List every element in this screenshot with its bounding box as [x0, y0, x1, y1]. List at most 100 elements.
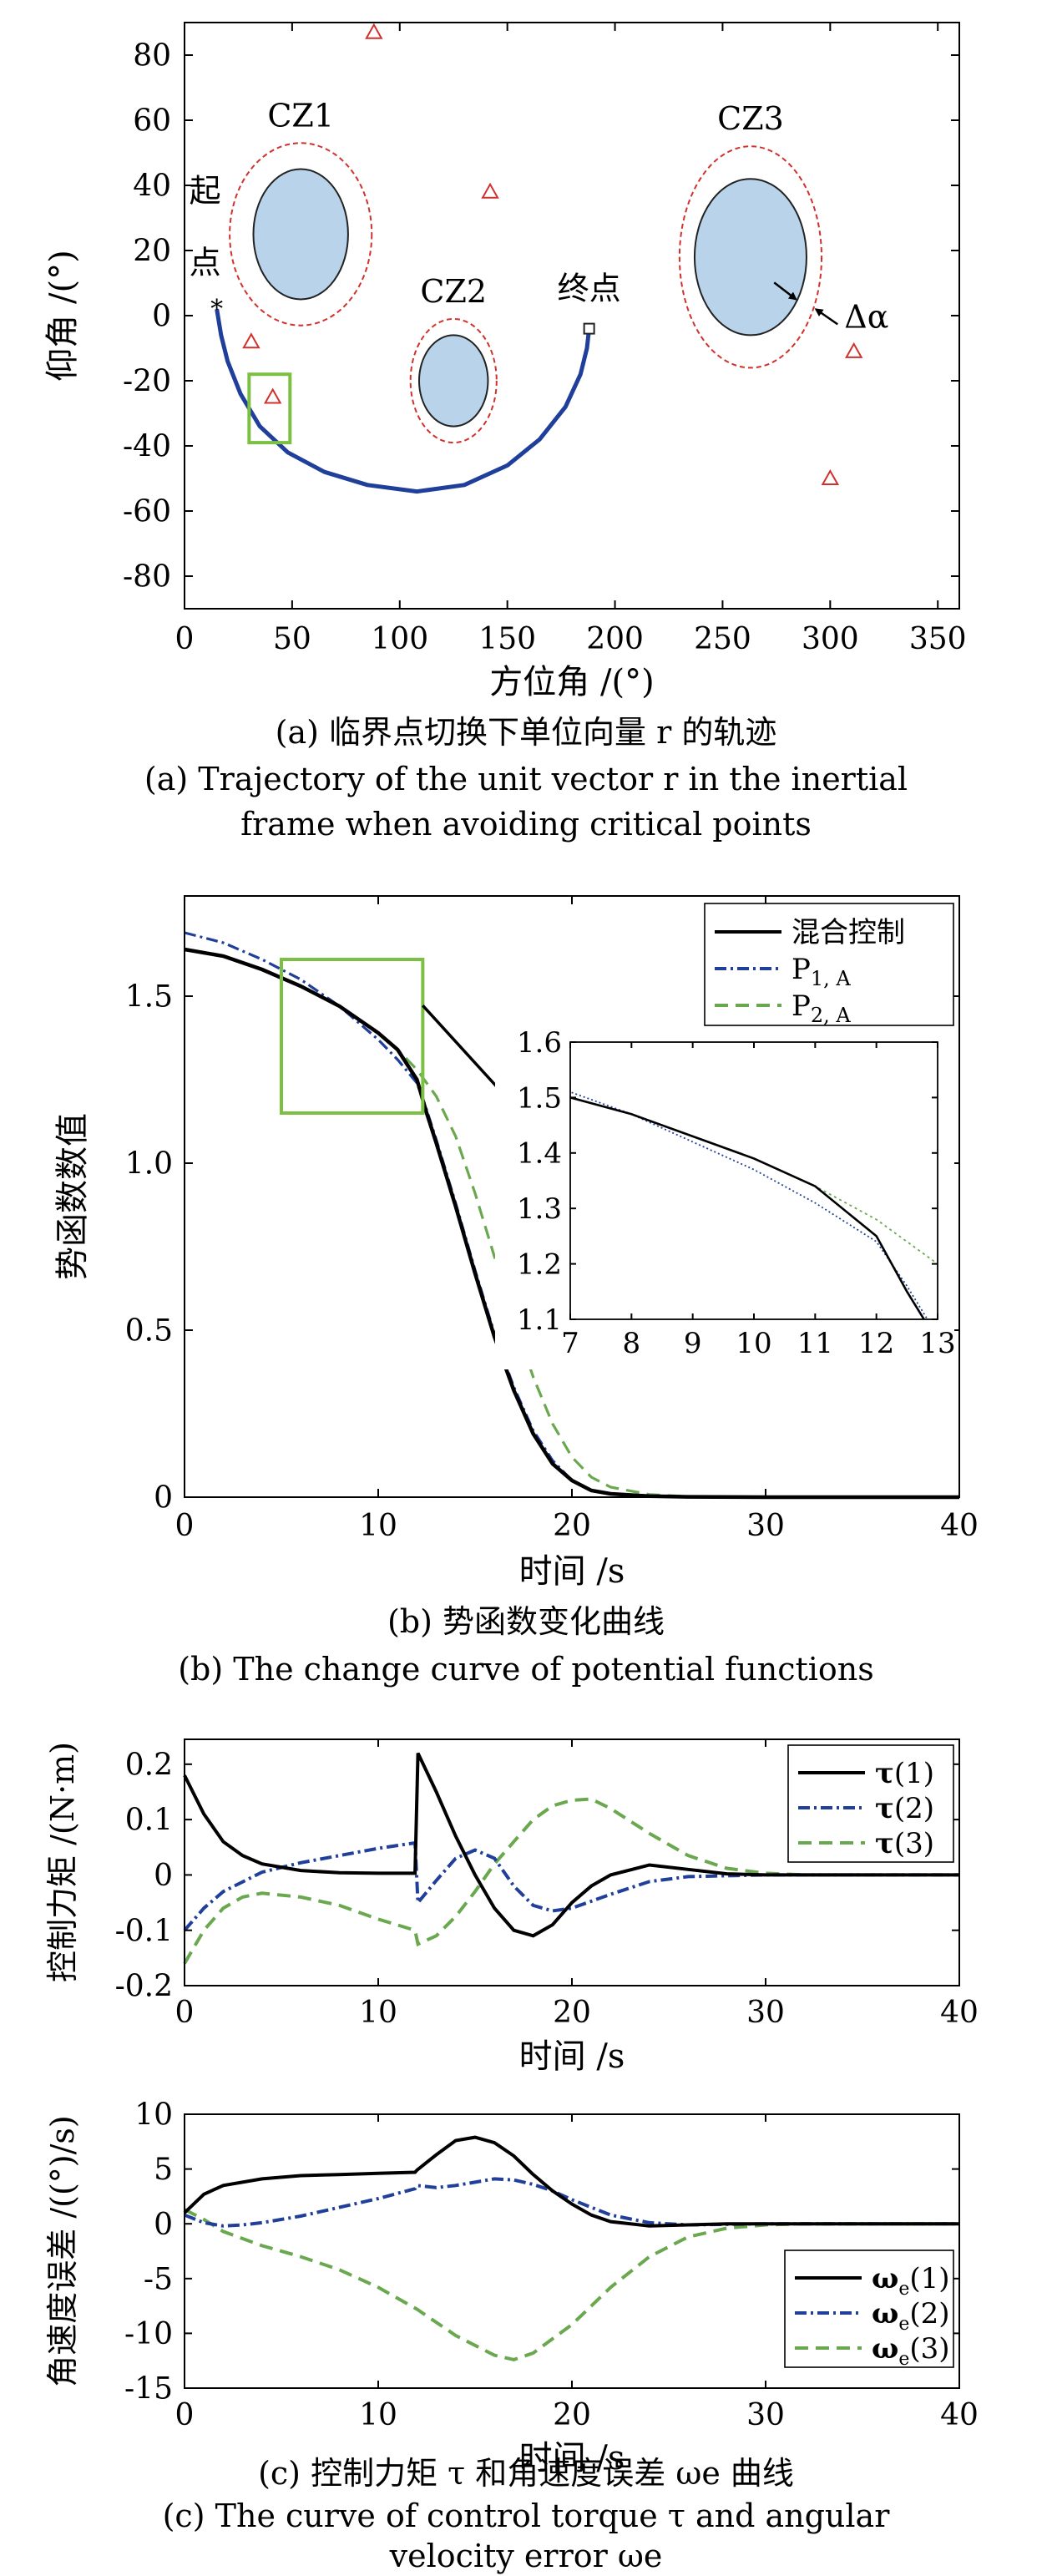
end-marker: [583, 322, 595, 335]
y-tick-label: 1.5: [517, 1081, 562, 1115]
series-line: [183, 1752, 959, 1938]
start-label: 起: [190, 173, 221, 210]
x-tick-label: 10: [736, 1327, 771, 1360]
x-tick-label: 9: [684, 1327, 702, 1360]
inset-background: [495, 1025, 954, 1369]
y-tick-label: 1.4: [517, 1137, 562, 1171]
y-tick-label: -80: [123, 560, 171, 595]
series-line: [183, 1797, 959, 1965]
x-axis-label: 方位角 /(°): [489, 663, 654, 701]
y-tick-label: 0.5: [125, 1314, 173, 1349]
margin-boundary: [409, 317, 498, 444]
start-label: 点: [190, 244, 221, 281]
caption-en: (c) The curve of control torque τ and an…: [163, 2498, 891, 2534]
caption-cn: (c) 控制力矩 τ 和角速度误差 ωe 曲线: [258, 2455, 794, 2492]
x-tick-label: 350: [909, 622, 967, 656]
y-tick-label: 20: [133, 235, 171, 269]
caption-en: (b) The change curve of potential functi…: [178, 1651, 874, 1688]
y-tick-label: 0.1: [125, 1804, 173, 1838]
x-axis-label: 时间 /s: [519, 1552, 625, 1591]
x-tick-label: 10: [359, 2398, 397, 2432]
legend-box: [784, 2250, 954, 2368]
y-tick-label: 1.3: [517, 1192, 562, 1226]
inset-series-line: [570, 1091, 928, 1319]
x-tick-label: 30: [746, 1509, 785, 1543]
y-axis-label: 角速度误差 /((°)/s): [44, 2115, 81, 2387]
x-tick-label: 40: [940, 1996, 979, 2030]
critical-zone: [693, 178, 807, 337]
x-tick-label: 12: [858, 1327, 894, 1360]
margin-arrow: [814, 308, 838, 326]
x-tick-label: 20: [553, 2398, 591, 2432]
legend-box: [787, 1744, 954, 1863]
trajectory-line: [215, 308, 592, 494]
y-tick-label: 1.6: [517, 1026, 562, 1060]
x-tick-label: 100: [371, 622, 428, 656]
critical-point: [481, 182, 499, 199]
x-tick-label: 13: [919, 1327, 955, 1360]
y-axis-label: 控制力矩 /(N·m): [44, 1742, 81, 1982]
y-tick-label: -15: [124, 2372, 173, 2406]
y-tick-label: 0: [154, 1859, 173, 1893]
zone-label: CZ1: [267, 97, 334, 134]
y-axis-label: 仰角 /(°): [43, 250, 82, 381]
legend-label: ωe(2): [872, 2297, 950, 2335]
y-tick-label: -10: [124, 2317, 173, 2351]
y-tick-label: 1.0: [125, 1147, 173, 1182]
y-tick-label: 0: [152, 300, 171, 334]
x-tick-label: 10: [359, 1509, 397, 1543]
y-tick-label: -5: [144, 2262, 173, 2296]
end-label: 终点: [558, 271, 621, 307]
x-tick-label: 200: [586, 622, 644, 656]
x-tick-label: 20: [553, 1509, 591, 1543]
y-tick-label: -20: [123, 365, 171, 399]
x-tick-label: 250: [694, 622, 751, 656]
x-tick-label: 40: [940, 2398, 979, 2432]
x-tick-label: 20: [553, 1996, 591, 2030]
caption-en: frame when avoiding critical points: [240, 806, 812, 843]
critical-point: [821, 468, 840, 485]
angular-velocity-error-chart: 0 10 20 30 40 10 5 0 -5 -10 -15 ωe(1)ωe(2)ωe(3) 时间…: [44, 2098, 979, 2534]
x-tick-label: 300: [802, 622, 859, 656]
x-tick-label: 40: [940, 1509, 979, 1543]
critical-zone: [252, 168, 349, 301]
y-tick-label: 0: [154, 1481, 173, 1516]
legend-label: τ(3): [875, 1827, 934, 1860]
y-tick-label: -40: [123, 430, 171, 464]
y-tick-label: -0.1: [115, 1914, 173, 1948]
y-tick-label: 1.1: [517, 1303, 562, 1337]
y-tick-label: 10: [134, 2098, 173, 2133]
y-tick-label: 5: [154, 2153, 173, 2187]
legend-label: ωe(3): [872, 2332, 950, 2370]
y-tick-label: 80: [133, 39, 171, 73]
caption-en: (a) Trajectory of the unit vector r in t…: [144, 761, 908, 797]
inset-series-line: [570, 1096, 926, 1319]
x-tick-label: 8: [623, 1327, 641, 1360]
critical-point: [242, 332, 260, 349]
legend-label: τ(1): [875, 1757, 934, 1790]
critical-point: [263, 387, 282, 404]
series-line: [184, 947, 959, 1500]
y-tick-label: 60: [133, 104, 171, 139]
y-tick-label: -60: [123, 495, 171, 529]
potential-chart: 0 10 20 30 40 0 0.5 1.0 1.5 7 8 9 10 11 12 13 1.1 1.2 1.3…: [53, 895, 979, 1688]
margin-arrow: [773, 281, 797, 301]
critical-zone: [417, 334, 489, 428]
x-tick-label: 7: [561, 1327, 579, 1360]
x-tick-label: 10: [359, 1996, 397, 2030]
series-line: [184, 2177, 959, 2228]
y-tick-label: 0: [154, 2208, 173, 2242]
x-axis-label: 时间 /s: [519, 2439, 625, 2477]
x-tick-label: 0: [175, 1509, 195, 1543]
series-line: [184, 2208, 959, 2361]
margin-boundary: [678, 145, 823, 369]
x-tick-label: 0: [175, 2398, 195, 2432]
critical-point: [844, 342, 863, 358]
x-tick-label: 150: [478, 622, 536, 656]
x-axis-label: 时间 /s: [519, 2037, 625, 2076]
caption-cn: (a) 临界点切换下单位向量 r 的轨迹: [276, 714, 777, 751]
y-tick-label: 0.2: [125, 1748, 173, 1782]
zone-label: CZ2: [420, 273, 487, 310]
